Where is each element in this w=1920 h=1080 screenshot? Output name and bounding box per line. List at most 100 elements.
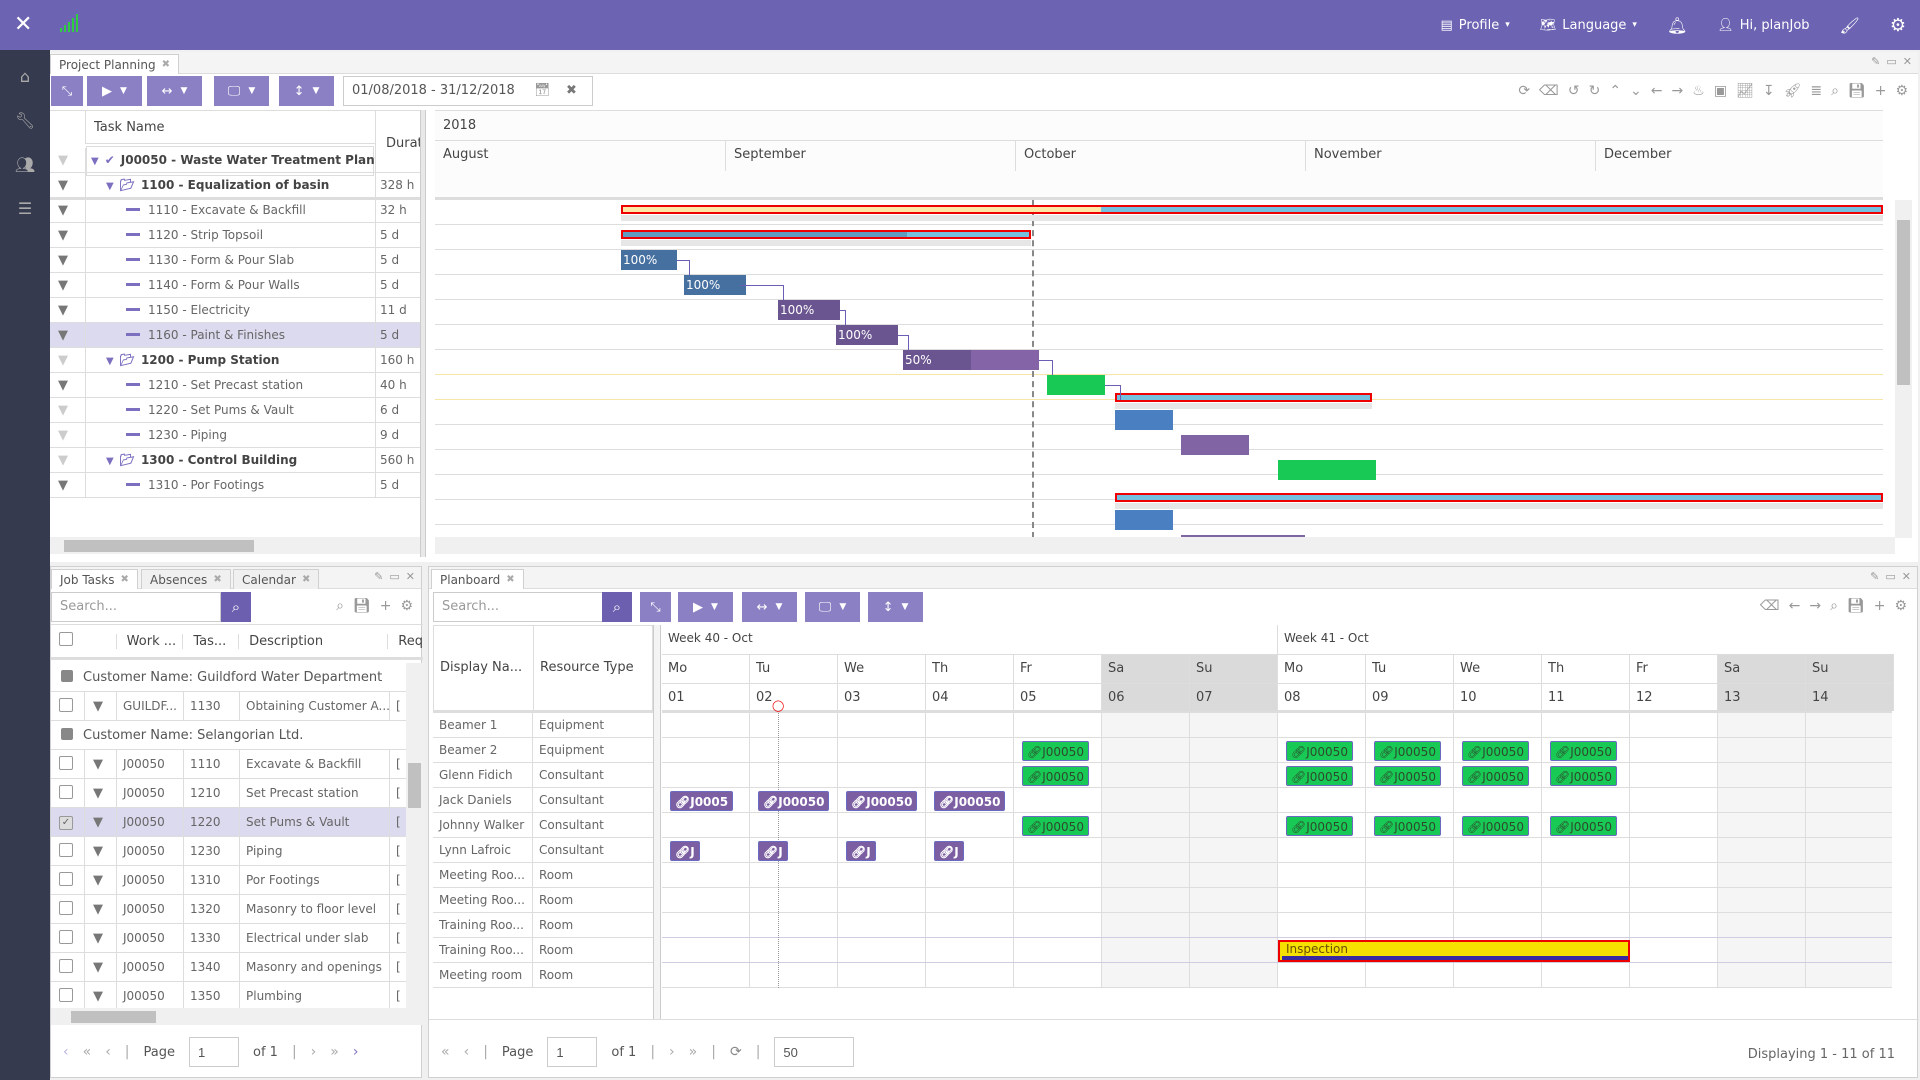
booking-chip[interactable]: 🔗︎J00050 bbox=[1550, 741, 1617, 761]
row-checkbox[interactable] bbox=[59, 900, 73, 915]
booking-chip[interactable]: 🔗︎J00050 bbox=[1022, 741, 1089, 761]
gantt-vscrollbar[interactable] bbox=[1895, 200, 1912, 538]
display-dropdown-button[interactable]: 🖵 ▼ bbox=[214, 76, 269, 106]
column-header-description[interactable]: Description bbox=[238, 633, 387, 649]
tab-planboard[interactable]: Planboard ✖ bbox=[431, 569, 524, 589]
booking-chip[interactable]: 🔗︎J bbox=[670, 841, 700, 861]
filter-icon[interactable]: ▼ bbox=[58, 402, 68, 418]
clear-date-icon[interactable]: ✖ bbox=[566, 83, 577, 98]
task-row[interactable]: ▼ ▼ 📂︎ 1200 - Pump Station 160 h bbox=[50, 347, 420, 373]
height-dropdown-button[interactable]: ↕ ▼ bbox=[868, 592, 923, 622]
arrow-left-icon[interactable]: ← bbox=[1788, 598, 1801, 614]
booking-chip[interactable]: 🔗︎J00050 bbox=[1022, 816, 1089, 836]
filter-icon[interactable]: ▼ bbox=[84, 778, 116, 808]
resource-row[interactable]: Training Roo... Room bbox=[433, 938, 653, 963]
page-input[interactable] bbox=[547, 1037, 598, 1067]
height-dropdown-button[interactable]: ↕ ▼ bbox=[279, 76, 334, 106]
first-page-double-icon[interactable]: « bbox=[82, 1044, 92, 1060]
expand-caret-icon[interactable]: ▼ bbox=[106, 455, 114, 467]
collapse-button[interactable]: ⤡ bbox=[51, 76, 83, 106]
first-page-icon[interactable]: « bbox=[441, 1044, 450, 1060]
play-dropdown-button[interactable]: ▶ ▼ bbox=[87, 76, 142, 106]
booking-chip[interactable]: 🔗︎J00050 bbox=[1374, 766, 1441, 786]
expand-caret-icon[interactable]: ▼ bbox=[106, 180, 114, 192]
task-row[interactable]: ▼ ▼ ✔ J00050 - Waste Water Treatment Plant bbox=[50, 147, 420, 173]
filter-icon[interactable]: ▼ bbox=[58, 477, 68, 493]
resource-row[interactable]: Meeting Roo... Room bbox=[433, 863, 653, 888]
resource-row[interactable]: Lynn Lafroic Consultant bbox=[433, 838, 653, 863]
row-checkbox[interactable] bbox=[59, 958, 73, 973]
prev-page-icon[interactable]: ‹ bbox=[463, 1044, 470, 1060]
splitter[interactable] bbox=[420, 110, 426, 557]
fire-icon[interactable]: ♨ bbox=[1692, 83, 1705, 99]
resource-row[interactable]: Beamer 1 Equipment bbox=[433, 713, 653, 738]
splitter[interactable] bbox=[653, 625, 661, 1020]
task-row[interactable]: ▼ 1210 - Set Precast station 40 h bbox=[50, 372, 420, 398]
page-size-stepper[interactable] bbox=[774, 1037, 855, 1067]
eraser-icon[interactable]: ⌫ bbox=[1759, 598, 1780, 614]
job-task-row[interactable]: ▼ J00050 1350 Plumbing [ bbox=[51, 981, 406, 1011]
filter-icon[interactable]: ▼ bbox=[84, 691, 116, 721]
booking-chip[interactable]: 🔗︎J00050 bbox=[1462, 816, 1529, 836]
maximize-icon[interactable]: ▭ bbox=[1886, 55, 1897, 68]
booking-chip[interactable]: 🔗︎J00050 bbox=[1550, 766, 1617, 786]
save-icon[interactable]: 💾︎ bbox=[352, 598, 371, 614]
job-task-row[interactable]: ▼ J00050 1320 Masonry to floor level [ bbox=[51, 894, 406, 924]
close-panel-icon[interactable]: ✕ bbox=[405, 570, 415, 583]
redo-icon[interactable]: ↻ bbox=[1588, 83, 1601, 99]
booking-chip[interactable]: 🔗︎J00050 bbox=[1374, 741, 1441, 761]
gear-icon[interactable]: ⚙ bbox=[1889, 14, 1906, 36]
booking-chip[interactable]: 🔗︎J00050 bbox=[1022, 766, 1089, 786]
filter-icon[interactable]: ▼ bbox=[58, 227, 68, 243]
filter-icon[interactable]: ▼ bbox=[84, 894, 116, 924]
select-all-checkbox[interactable] bbox=[59, 632, 73, 646]
task-bar[interactable] bbox=[1181, 535, 1305, 538]
filter-icon[interactable]: ▼ bbox=[58, 202, 68, 218]
next-page-icon[interactable]: › bbox=[310, 1044, 317, 1060]
summary-bar-1100[interactable] bbox=[621, 230, 1031, 239]
edit-icon[interactable]: ✎ bbox=[1871, 55, 1881, 68]
row-checkbox[interactable] bbox=[59, 929, 73, 944]
task-bar[interactable] bbox=[1278, 460, 1376, 480]
calendar-icon[interactable]: 📅︎ bbox=[534, 83, 551, 98]
edit-icon[interactable]: ✎ bbox=[374, 570, 384, 583]
tab-calendar[interactable]: Calendar ✖ bbox=[233, 569, 320, 589]
search-icon[interactable]: ⌕ bbox=[1831, 83, 1839, 99]
save-icon[interactable]: 💾︎ bbox=[1846, 598, 1865, 614]
task-row[interactable]: ▼ ▼ 📂︎ 1300 - Control Building 560 h bbox=[50, 447, 420, 473]
job-tasks-vscrollbar[interactable] bbox=[406, 663, 423, 1008]
arrow-left-icon[interactable]: ← bbox=[1650, 83, 1663, 99]
task-bar[interactable]: 50% bbox=[903, 350, 1039, 370]
booking-chip[interactable]: 🔗︎J00050 bbox=[1286, 766, 1353, 786]
home-icon[interactable]: ⌂ bbox=[19, 66, 31, 86]
bell-icon[interactable]: 🔔︎ bbox=[1666, 15, 1688, 35]
column-header-req[interactable]: Req bbox=[387, 633, 423, 649]
settings-icon[interactable]: ⚙ bbox=[1894, 598, 1907, 614]
job-task-row[interactable]: ▼ J00050 1110 Excavate & Backfill [ bbox=[51, 749, 406, 779]
summary-bar-1200[interactable] bbox=[1115, 393, 1372, 402]
group-header[interactable]: Customer Name: Guildford Water Departmen… bbox=[51, 663, 406, 692]
task-bar[interactable] bbox=[1181, 435, 1249, 455]
expand-all-icon[interactable]: ⌄ bbox=[1630, 83, 1642, 99]
task-row[interactable]: ▼ 1230 - Piping 9 d bbox=[50, 422, 420, 448]
job-task-row[interactable]: ▼ J00050 1230 Piping [ bbox=[51, 836, 406, 866]
column-header-task-name[interactable]: Task Name bbox=[85, 111, 375, 144]
expand-caret-icon[interactable]: ▼ bbox=[106, 355, 114, 367]
booking-chip[interactable]: 🔗︎J00050 bbox=[758, 791, 830, 811]
resource-row[interactable]: Beamer 2 Equipment bbox=[433, 738, 653, 763]
filter-icon[interactable]: ▼ bbox=[84, 807, 116, 837]
booking-chip[interactable]: 🔗︎J bbox=[934, 841, 964, 861]
task-row[interactable]: ▼ 1310 - Por Footings 5 d bbox=[50, 472, 420, 498]
settings-icon[interactable]: ⚙ bbox=[400, 598, 413, 614]
undo-icon[interactable]: ↺ bbox=[1567, 83, 1580, 99]
task-row[interactable]: ▼ ▼ 📂︎ 1100 - Equalization of basin 328 h bbox=[50, 172, 420, 198]
list-icon[interactable]: ≣ bbox=[1810, 83, 1823, 99]
booking-chip[interactable]: 🔗︎J00050 bbox=[1286, 741, 1353, 761]
filter-icon[interactable]: ▼ bbox=[84, 749, 116, 779]
task-row[interactable]: ▼ 1160 - Paint & Finishes 5 d bbox=[50, 322, 420, 348]
page-input[interactable] bbox=[189, 1037, 239, 1067]
row-checkbox[interactable] bbox=[59, 784, 73, 799]
filter-icon[interactable]: ▼ bbox=[58, 452, 68, 468]
booking-chip[interactable]: 🔗︎J00050 bbox=[1462, 766, 1529, 786]
task-bar[interactable] bbox=[1115, 410, 1173, 430]
